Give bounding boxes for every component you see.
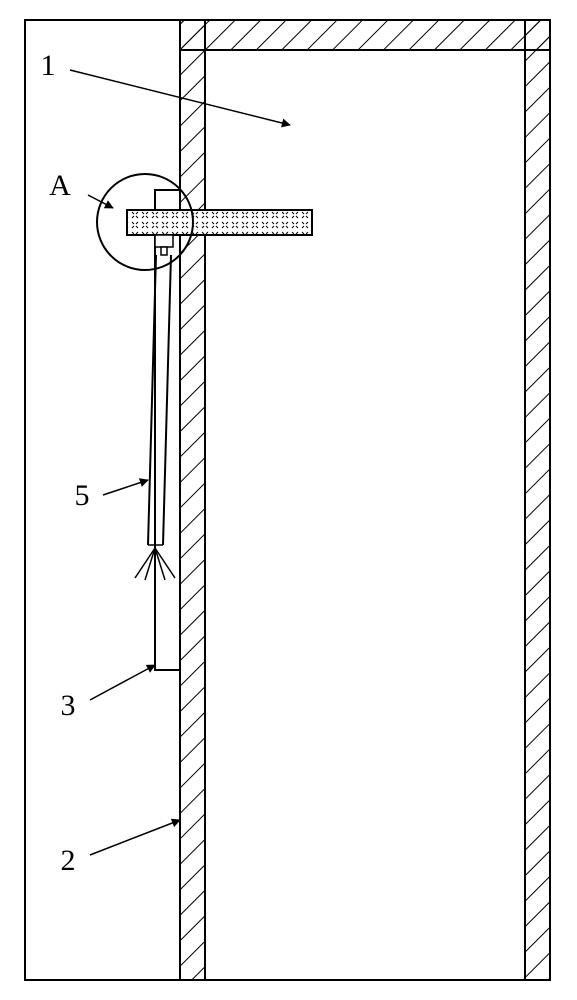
- mount-plate: [155, 190, 180, 670]
- outer-frame: [25, 20, 550, 980]
- spray-line: [145, 548, 155, 580]
- connector-stem: [161, 247, 167, 255]
- cross-bar: [127, 210, 312, 235]
- label-1: 1: [41, 49, 56, 82]
- label-2: 2: [61, 844, 76, 877]
- spray-line: [135, 548, 155, 578]
- wall-left: [180, 20, 205, 980]
- wall-right: [525, 20, 550, 980]
- diagram-canvas: A 1 5 3 2: [0, 0, 577, 1000]
- label-2-leader: [90, 820, 180, 855]
- label-3: 3: [61, 689, 76, 722]
- connector-box: [155, 235, 173, 247]
- label-5: 5: [75, 479, 90, 512]
- wall-top: [180, 20, 550, 50]
- label-3-leader: [90, 665, 155, 700]
- label-5-leader: [103, 480, 148, 495]
- label-a: A: [49, 169, 71, 202]
